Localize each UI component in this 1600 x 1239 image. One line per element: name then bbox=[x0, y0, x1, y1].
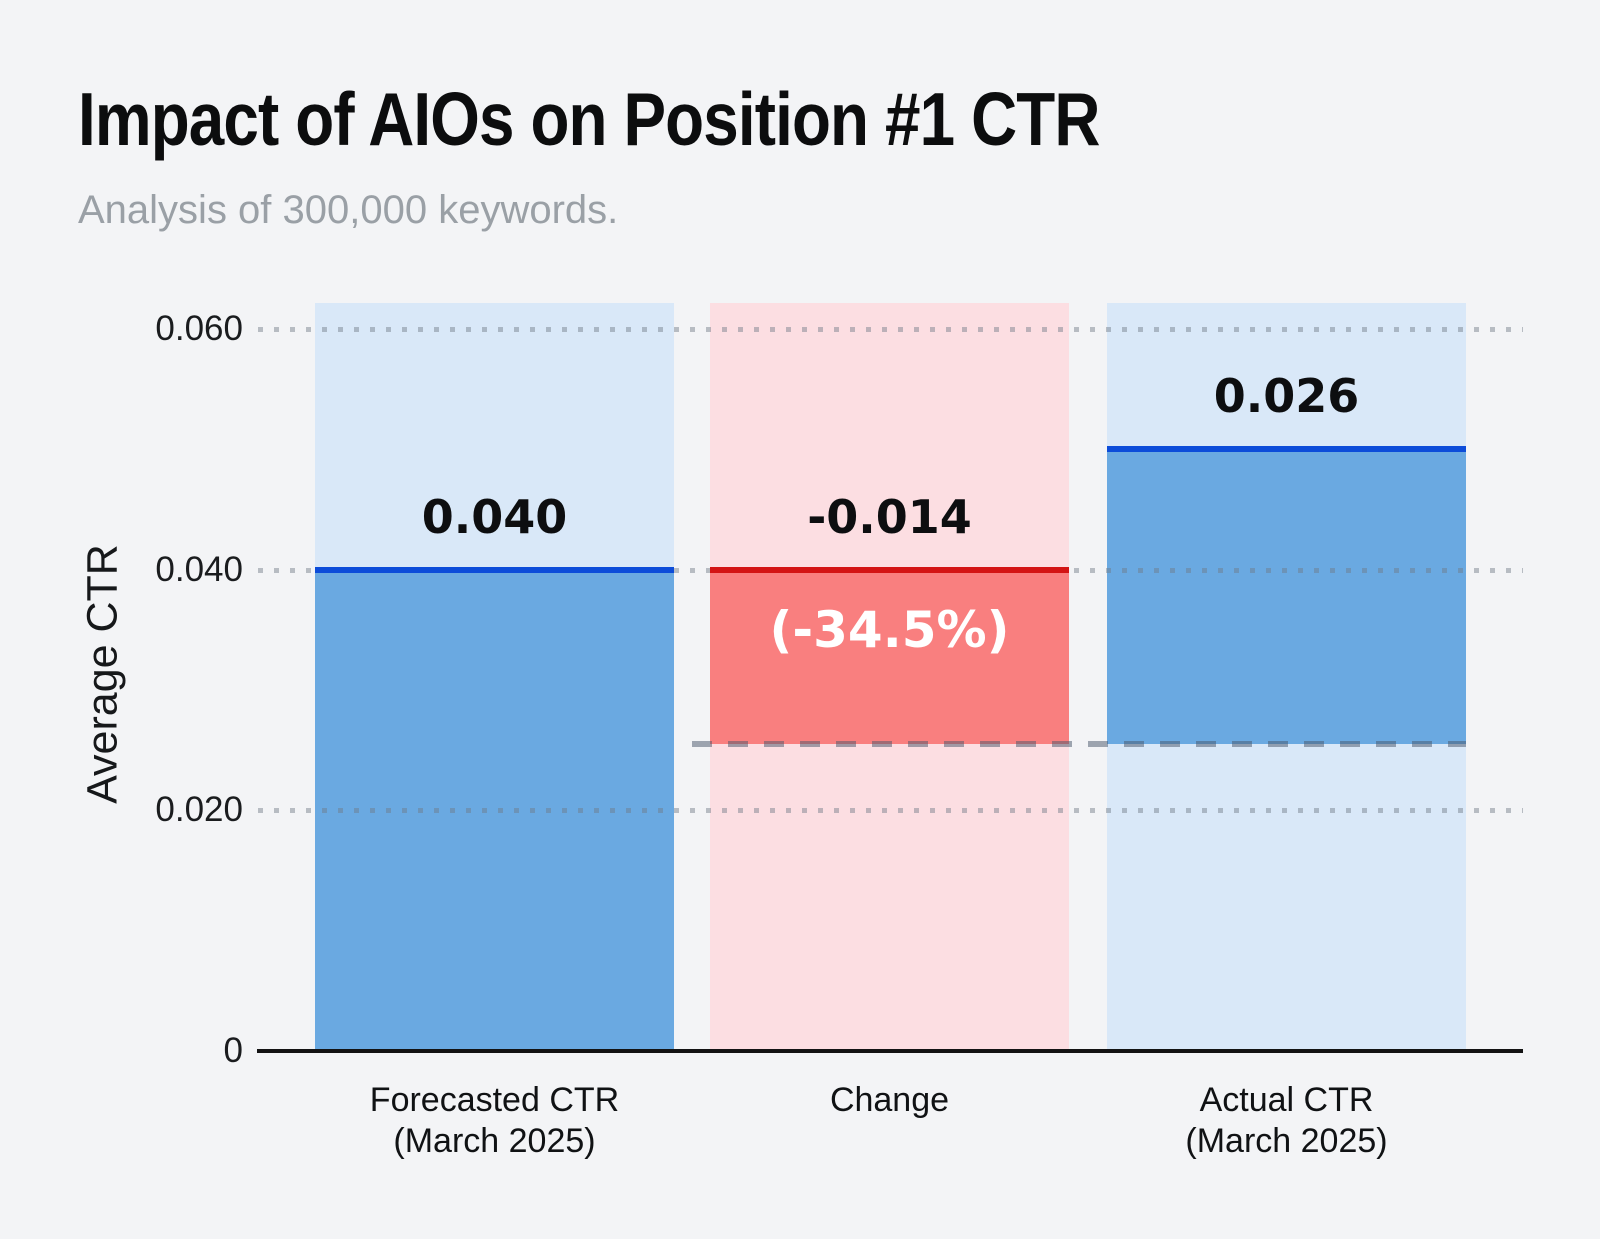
value-label-actual-ctr: 0.026 bbox=[1213, 369, 1360, 424]
gridline-0.020 bbox=[258, 808, 1523, 814]
bar-top-line-forecasted-ctr bbox=[315, 566, 674, 573]
value-label-change: -0.014 bbox=[807, 489, 972, 544]
bar-change bbox=[710, 569, 1069, 745]
y-tick-label-0.020: 0.020 bbox=[155, 790, 243, 830]
bar-actual-ctr bbox=[1107, 449, 1466, 745]
x-category-label-line: Actual CTR bbox=[1199, 1081, 1374, 1119]
x-category-label-line: (March 2025) bbox=[1185, 1122, 1388, 1160]
y-tick-label-0.060: 0.060 bbox=[155, 309, 243, 349]
x-category-label-line: Forecasted CTR bbox=[369, 1081, 620, 1119]
x-category-label-change: Change bbox=[590, 1080, 1190, 1121]
value-label-forecasted-ctr: 0.040 bbox=[421, 489, 568, 544]
y-tick-label-0: 0 bbox=[223, 1031, 243, 1070]
gridline-0.060 bbox=[258, 327, 1523, 333]
x-category-label-line: (March 2025) bbox=[393, 1122, 596, 1160]
x-axis-baseline bbox=[257, 1049, 1523, 1053]
chart-title: Impact of AIOs on Position #1 CTR bbox=[78, 77, 1100, 161]
bar-top-line-actual-ctr bbox=[1107, 446, 1466, 453]
x-category-label-line: Change bbox=[829, 1081, 950, 1119]
x-category-label-actual-ctr: Actual CTR (March 2025) bbox=[987, 1080, 1587, 1162]
bar-top-line-change bbox=[710, 566, 1069, 573]
waterfall-connector-line bbox=[692, 741, 1466, 748]
chart-subtitle: Analysis of 300,000 keywords. bbox=[78, 188, 619, 232]
x-category-label-forecasted-ctr: Forecasted CTR (March 2025) bbox=[195, 1080, 795, 1162]
y-tick-label-0.040: 0.040 bbox=[155, 549, 243, 589]
change-percent-label: (-34.5%) bbox=[769, 600, 1010, 659]
bar-forecasted-ctr bbox=[315, 569, 674, 1051]
